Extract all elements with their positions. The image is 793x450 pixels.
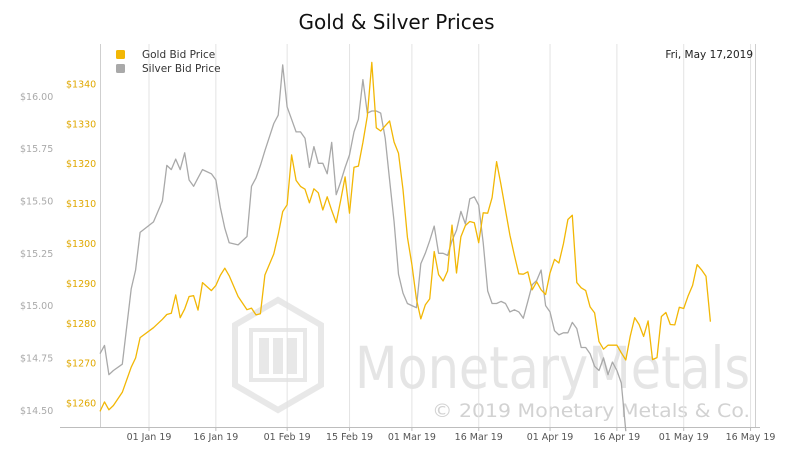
left-tick-label: $16.00 <box>20 92 53 103</box>
series-layer <box>99 61 712 432</box>
x-axis: 01 Jan 19 16 Jan 19 01 Feb 19 15 Feb 19 01 M… <box>127 427 776 443</box>
right-tick-label: $1300 <box>66 239 96 250</box>
x-tick-label: 01 Feb 19 <box>264 432 311 443</box>
chart-title: Gold & Silver Prices <box>298 10 495 34</box>
x-tick-label: 16 Mar 19 <box>455 432 503 443</box>
watermark: MonetaryMetals <box>232 296 750 414</box>
right-tick-label: $1290 <box>66 279 96 290</box>
x-tick-label: 01 May 19 <box>659 432 709 443</box>
legend-label-gold: Gold Bid Price <box>142 49 215 61</box>
left-tick-label: $14.50 <box>20 406 53 417</box>
x-tick-label: 15 Feb 19 <box>326 432 373 443</box>
left-tick-label: $14.75 <box>20 353 53 364</box>
right-tick-label: $1340 <box>66 79 96 90</box>
legend-swatch-silver <box>116 64 125 73</box>
legend-label-silver: Silver Bid Price <box>142 63 221 75</box>
silver-series-line <box>99 64 627 432</box>
legend-swatch-gold <box>116 50 125 59</box>
left-tick-label: $15.25 <box>20 249 53 260</box>
date-label: Fri, May 17,2019 <box>665 49 753 61</box>
watermark-brand-text: MonetaryMetals <box>355 334 750 402</box>
right-tick-label: $1310 <box>66 199 96 210</box>
x-tick-label: 16 Jan 19 <box>193 432 238 443</box>
watermark-copyright: © 2019 Monetary Metals & Co. <box>432 400 750 422</box>
left-tick-label: $15.75 <box>20 144 53 155</box>
right-tick-label: $1270 <box>66 359 96 370</box>
x-tick-label: 01 Jan 19 <box>127 432 172 443</box>
legend: Gold Bid Price Silver Bid Price <box>116 49 221 75</box>
right-tick-label: $1330 <box>66 119 96 130</box>
x-tick-label: 16 May 19 <box>726 432 776 443</box>
gold-series-line <box>99 61 712 412</box>
x-tick-label: 01 Apr 19 <box>527 432 574 443</box>
right-axis: $1260 $1270 $1280 $1290 $1300 $1310 $1320 $1330… <box>66 79 96 409</box>
right-tick-label: $1260 <box>66 399 96 410</box>
grid <box>148 44 752 427</box>
right-tick-label: $1280 <box>66 319 96 330</box>
x-tick-label: 16 Apr 19 <box>594 432 641 443</box>
left-tick-label: $15.00 <box>20 301 53 312</box>
left-axis: $14.50 $14.75 $15.00 $15.25 $15.50 $15.75 $16.… <box>20 92 53 417</box>
x-tick-label: 01 Mar 19 <box>388 432 436 443</box>
left-tick-label: $15.50 <box>20 196 53 207</box>
monetary-metals-logo-icon <box>232 296 324 414</box>
right-tick-label: $1320 <box>66 159 96 170</box>
